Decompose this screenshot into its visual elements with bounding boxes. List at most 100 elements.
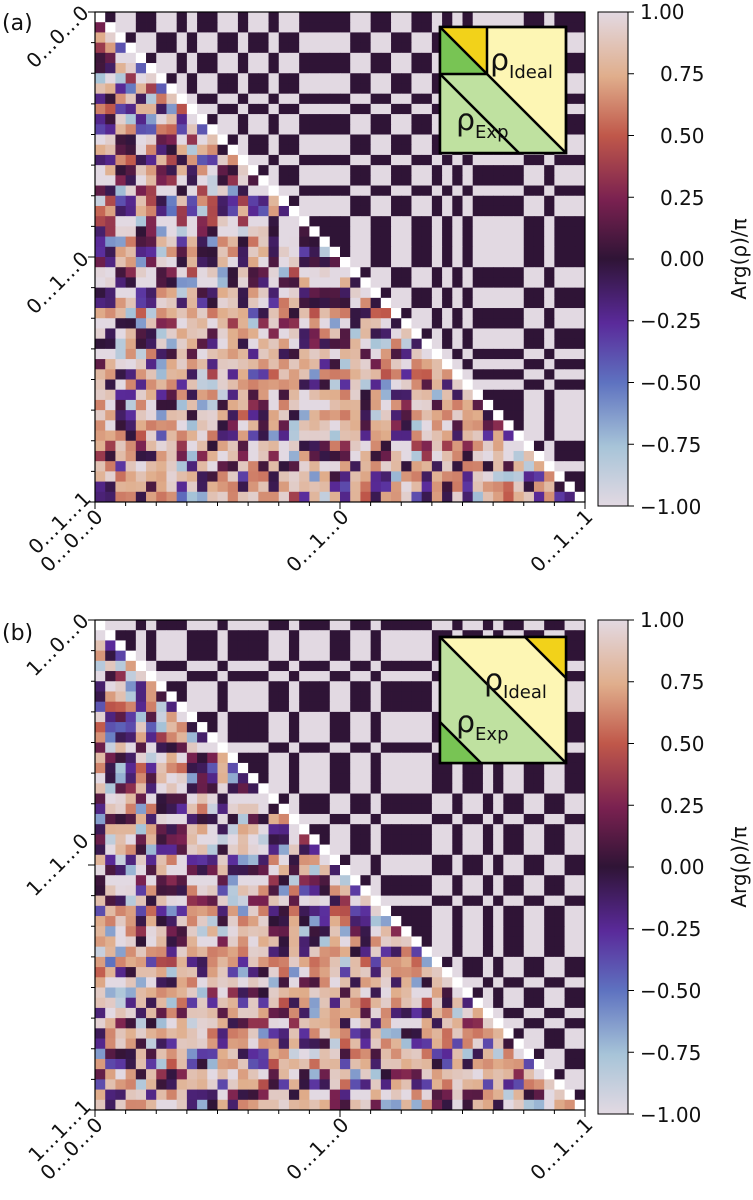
heatmap-cell (493, 1079, 504, 1090)
heatmap-cell (329, 32, 341, 44)
heatmap-cell (370, 103, 382, 115)
heatmap-cell (533, 216, 545, 227)
heatmap-cell (421, 936, 433, 948)
heatmap-cell (462, 1058, 474, 1070)
heatmap-cell (411, 1007, 423, 1019)
heatmap-cell (431, 742, 443, 754)
heatmap-cell (197, 824, 208, 835)
heatmap-cell (95, 52, 106, 64)
heatmap-cell (329, 660, 341, 672)
heatmap-cell (472, 236, 484, 248)
heatmap-cell (574, 52, 586, 64)
heatmap-cell (299, 844, 310, 856)
heatmap-cell (544, 287, 555, 299)
heatmap-cell (482, 348, 494, 360)
heatmap-cell (207, 308, 218, 319)
heatmap-cell (186, 936, 198, 948)
heatmap-cell (370, 1069, 382, 1080)
heatmap-cell (329, 359, 341, 370)
heatmap-cell (493, 1089, 504, 1101)
heatmap-cell (401, 813, 412, 825)
heatmap-cell (268, 22, 280, 33)
heatmap-cell (401, 42, 412, 54)
heatmap-cell (166, 195, 178, 207)
heatmap-cell (554, 12, 565, 23)
heatmap-cell (564, 267, 576, 278)
heatmap-cell (340, 216, 351, 227)
heatmap-cell (166, 297, 178, 309)
heatmap-cell (493, 987, 504, 999)
heatmap-cell (95, 1007, 106, 1019)
heatmap-cell (452, 1079, 463, 1090)
heatmap-cell (186, 1038, 198, 1050)
heatmap-cell (360, 916, 372, 927)
heatmap-cell (472, 762, 484, 774)
heatmap-cell (258, 701, 269, 713)
heatmap-cell (319, 1028, 331, 1039)
heatmap-cell (533, 389, 545, 401)
heatmap-cell (146, 620, 157, 631)
heatmap-cell (340, 246, 351, 258)
heatmap-cell (360, 1099, 372, 1111)
heatmap-cell (299, 742, 310, 754)
heatmap-cell (217, 977, 229, 988)
heatmap-cell (227, 711, 239, 723)
heatmap-cell (482, 895, 494, 907)
heatmap-cell (574, 926, 586, 937)
heatmap-cell (105, 195, 116, 207)
heatmap-cell (248, 711, 259, 723)
heatmap-cell (197, 83, 208, 95)
heatmap-cell (391, 875, 402, 886)
heatmap-cell (309, 12, 320, 23)
heatmap-cell (105, 977, 116, 988)
heatmap-cell (115, 318, 127, 329)
heatmap-cell (146, 824, 157, 835)
heatmap-cell (268, 42, 280, 54)
heatmap-cell (503, 226, 514, 237)
heatmap-cell (197, 1018, 208, 1029)
heatmap-cell (207, 875, 218, 886)
heatmap-cell (329, 977, 341, 988)
heatmap-cell (258, 650, 269, 662)
heatmap-cell (95, 440, 106, 452)
heatmap-cell (258, 461, 269, 472)
heatmap-cell (95, 967, 106, 978)
heatmap-cell (258, 114, 269, 125)
heatmap-cell (176, 691, 188, 703)
heatmap-cell (442, 1018, 453, 1029)
heatmap-cell (421, 997, 433, 1009)
heatmap-cell (156, 134, 167, 146)
heatmap-cell (135, 461, 147, 472)
heatmap-cell (95, 1058, 106, 1070)
heatmap-cell (268, 793, 280, 805)
heatmap-cell (533, 410, 545, 421)
heatmap-cell (125, 834, 137, 845)
heatmap-cell (115, 246, 127, 258)
heatmap-cell (217, 875, 229, 886)
heatmap-cell (197, 359, 208, 370)
heatmap-cell (278, 165, 290, 176)
heatmap-cell (95, 905, 106, 917)
heatmap-cell (391, 691, 402, 703)
heatmap-cell (360, 12, 372, 23)
heatmap-cell (462, 257, 474, 268)
heatmap-cell (299, 1058, 310, 1070)
heatmap-cell (442, 267, 453, 278)
heatmap-cell (125, 430, 137, 442)
heatmap-cell (380, 144, 392, 156)
heatmap-cell (207, 1058, 218, 1070)
heatmap-cell (288, 967, 300, 978)
heatmap-cell (156, 297, 167, 309)
heatmap-cell (115, 73, 127, 84)
heatmap-cell (227, 803, 239, 815)
heatmap-cell (197, 308, 208, 319)
heatmap-cell (370, 650, 382, 662)
heatmap-cell (401, 895, 412, 907)
heatmap-cell (268, 854, 280, 866)
heatmap-cell (237, 824, 249, 835)
heatmap-cell (350, 956, 361, 968)
heatmap-cell (360, 318, 372, 329)
heatmap-cell (135, 1079, 147, 1090)
heatmap-cell (319, 226, 331, 237)
heatmap-cell (115, 997, 127, 1009)
